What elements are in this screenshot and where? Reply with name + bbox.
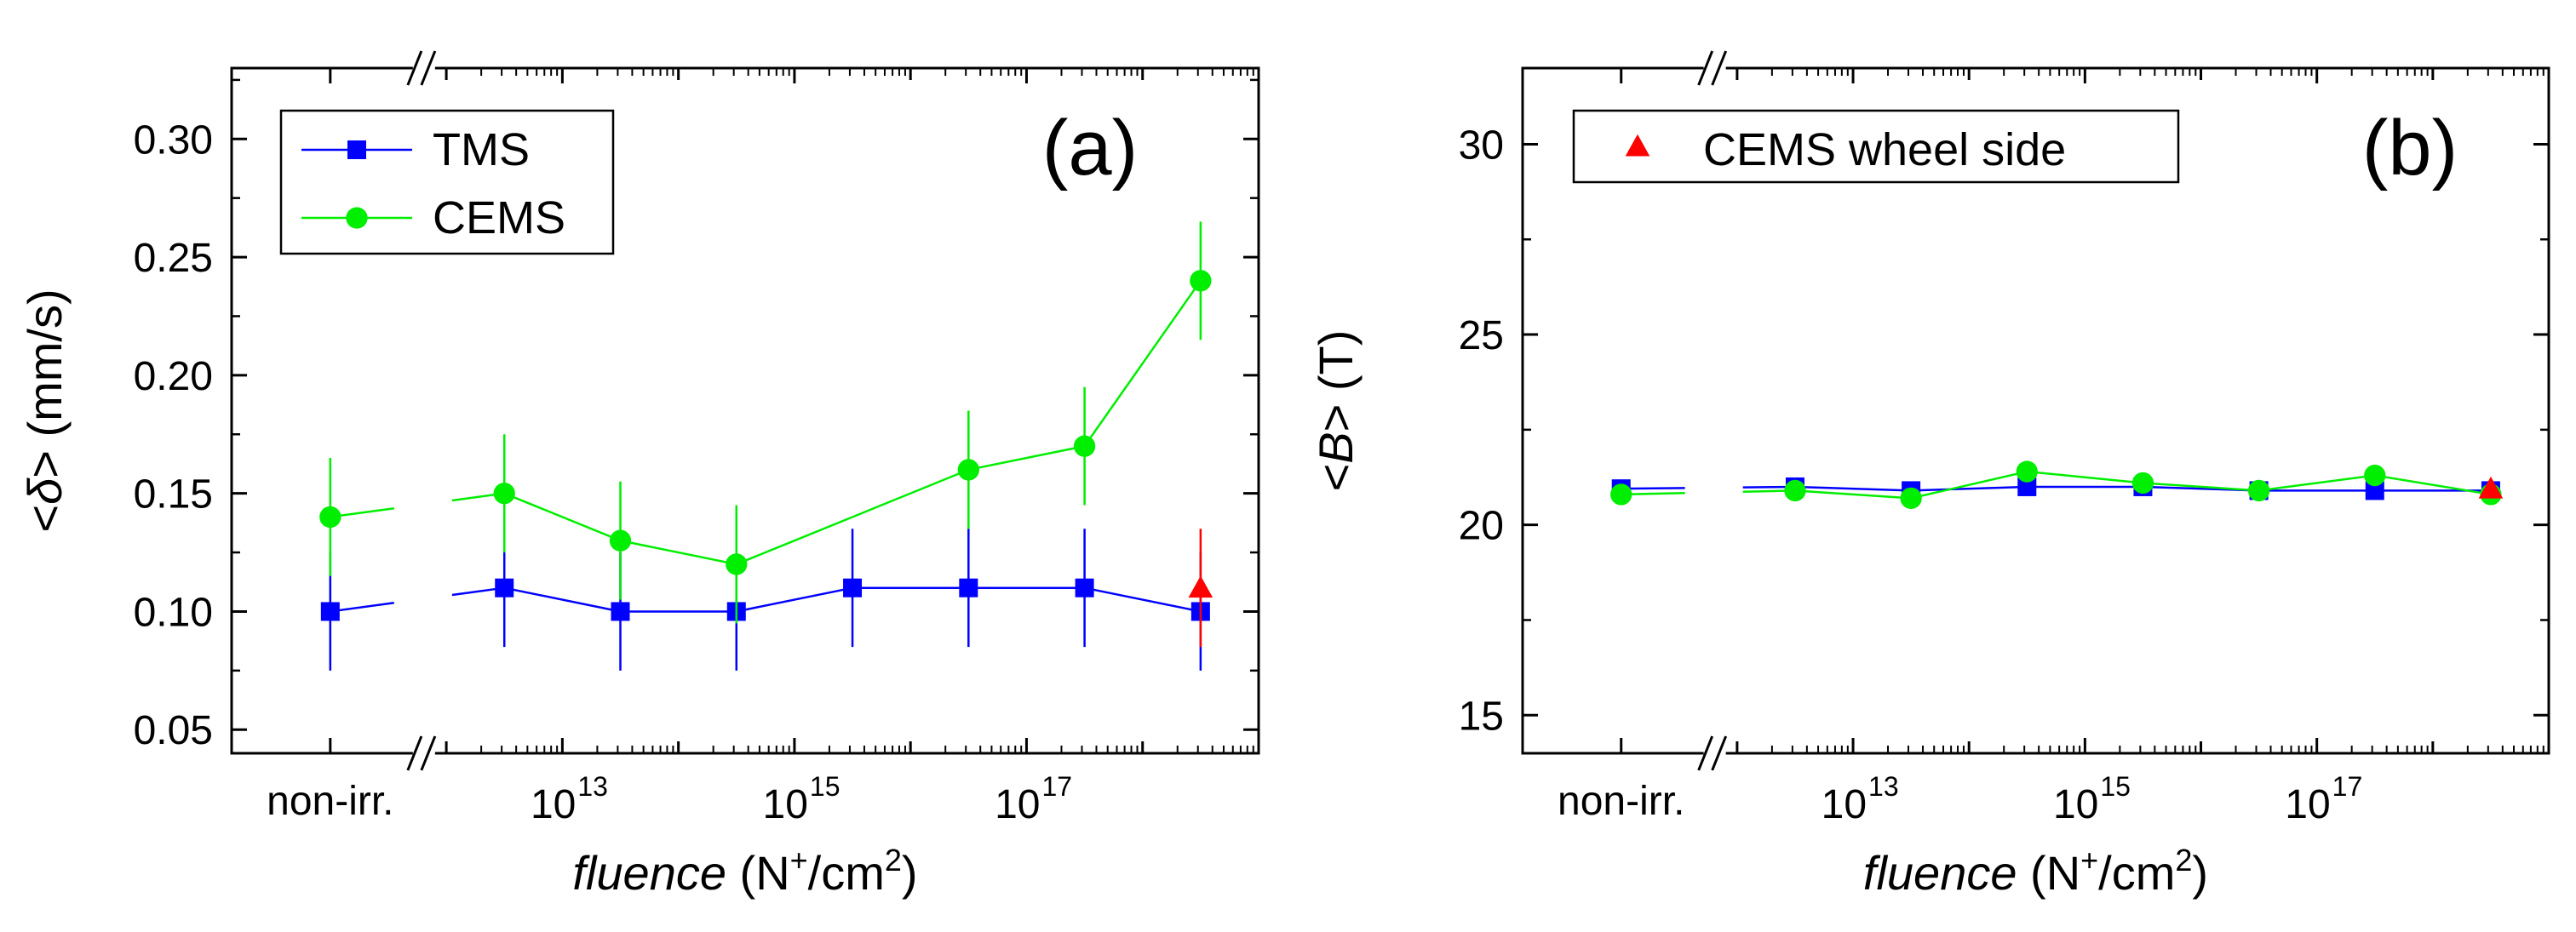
x-tick-label-base: 10 (1822, 782, 1867, 827)
data-point-circle (2247, 479, 2270, 502)
data-point-square (2017, 477, 2037, 496)
series-line (330, 602, 394, 613)
legend-box (1572, 109, 2180, 184)
legend-marker-square (347, 140, 366, 159)
series-line (1621, 487, 1685, 490)
data-point-circle (1610, 483, 1632, 506)
data-point-triangle (2478, 476, 2504, 499)
data-point-circle (2364, 464, 2386, 487)
axis-break-mark (406, 50, 423, 86)
legend: CEMS wheel side (1572, 109, 2180, 184)
data-point-circle (1900, 487, 1922, 510)
x-tick-label: 10 13 (1822, 771, 1899, 827)
axis-break-mark (420, 50, 437, 86)
y-tick-label: 0.25 (134, 236, 213, 281)
x-tick-label: 10 17 (995, 771, 1072, 827)
y-tick-label: 0.15 (134, 472, 213, 517)
data-point-triangle (1188, 575, 1213, 598)
y-tick-label: 15 (1459, 694, 1504, 739)
plot-frame (1521, 66, 2550, 755)
data-point-square (1075, 578, 1094, 598)
x-tick-label: 10 15 (2053, 771, 2131, 827)
x-tick-label-exp: 17 (2332, 771, 2363, 802)
x-tick-label-exp: 15 (2100, 771, 2131, 802)
series-cems (319, 221, 1212, 624)
data-point-circle (493, 483, 515, 505)
data-point-circle (726, 553, 748, 575)
axis-break-mark (1711, 50, 1728, 86)
plot-frame (230, 66, 1260, 755)
axis-break-mark (1697, 50, 1714, 86)
y-axis-title: <δ> (mm/s) (18, 289, 72, 532)
data-point-square (611, 602, 630, 621)
data-point-circle (2016, 460, 2038, 483)
y-tick-label: 0.30 (134, 117, 213, 163)
x-tick-label-exp: 13 (1868, 771, 1899, 802)
legend-item-cems: CEMS (301, 192, 565, 243)
axis-break-gap (1703, 750, 1726, 757)
axis-break-gap (1703, 65, 1726, 71)
data-point-square (843, 578, 863, 598)
data-point-square (495, 578, 514, 598)
x-tick-label: non-irr. (1558, 779, 1684, 824)
legend-marker-triangle (1625, 134, 1650, 157)
axis-break-mark (1711, 735, 1728, 771)
x-tick-label-exp: 17 (1041, 771, 1072, 802)
x-tick-label: 10 15 (763, 771, 840, 827)
series-tms (320, 529, 1210, 671)
panel-label: (b) (2362, 105, 2458, 192)
axis-break-mark (1697, 735, 1714, 771)
x-tick-label-exp: 15 (810, 771, 840, 802)
legend-label: CEMS wheel side (1703, 124, 2066, 175)
legend-item-cems-wheel-side: CEMS wheel side (1625, 124, 2066, 175)
legend-label: TMS (433, 124, 530, 175)
x-tick-label: 10 13 (531, 771, 608, 827)
series-line (503, 280, 1202, 566)
legend-box (279, 109, 615, 255)
data-point-square (2365, 481, 2384, 500)
data-point-square (320, 602, 340, 621)
legend-marker-circle (346, 207, 368, 229)
x-tick-label-base: 10 (995, 782, 1040, 827)
data-point-circle (2131, 472, 2154, 495)
series-cems-wheel-side (1188, 529, 1213, 648)
data-point-square (959, 578, 978, 598)
axis-break-gap (412, 65, 435, 71)
data-point-circle (1073, 435, 1096, 457)
axis-break-gap (412, 750, 435, 757)
y-tick-label: 30 (1459, 123, 1504, 168)
y-tick-label: 25 (1459, 313, 1504, 358)
data-point-circle (1784, 479, 1806, 502)
x-axis-title: fluence (N+/cm2) (1863, 843, 2208, 900)
legend: TMS CEMS (279, 109, 615, 255)
x-tick-label: non-irr. (267, 779, 393, 824)
data-point-circle (1190, 270, 1212, 292)
legend-item-tms: TMS (301, 124, 530, 175)
axis-break-mark (420, 735, 437, 771)
data-point-circle (609, 529, 632, 552)
x-axis-title: fluence (N+/cm2) (572, 843, 917, 900)
x-tick-label-base: 10 (531, 782, 576, 827)
y-axis-title: <B> (T) (1309, 330, 1363, 492)
series-cems (1610, 460, 2502, 510)
x-tick-label-base: 10 (2053, 782, 2098, 827)
y-tick-label: 0.20 (134, 354, 213, 399)
panel-label: (a) (1042, 105, 1138, 192)
data-point-circle (319, 506, 341, 529)
series-cems-wheel-side (2478, 476, 2504, 499)
y-tick-label: 20 (1459, 504, 1504, 549)
y-tick-label: 0.10 (134, 590, 213, 635)
x-tick-label-base: 10 (2285, 782, 2330, 827)
x-tick-label: 10 17 (2285, 771, 2362, 827)
x-tick-label-base: 10 (763, 782, 808, 827)
legend-label: CEMS (433, 192, 565, 243)
x-tick-label-exp: 13 (577, 771, 608, 802)
y-tick-label: 0.05 (134, 708, 213, 753)
data-point-circle (957, 459, 979, 481)
axis-break-mark (406, 735, 423, 771)
